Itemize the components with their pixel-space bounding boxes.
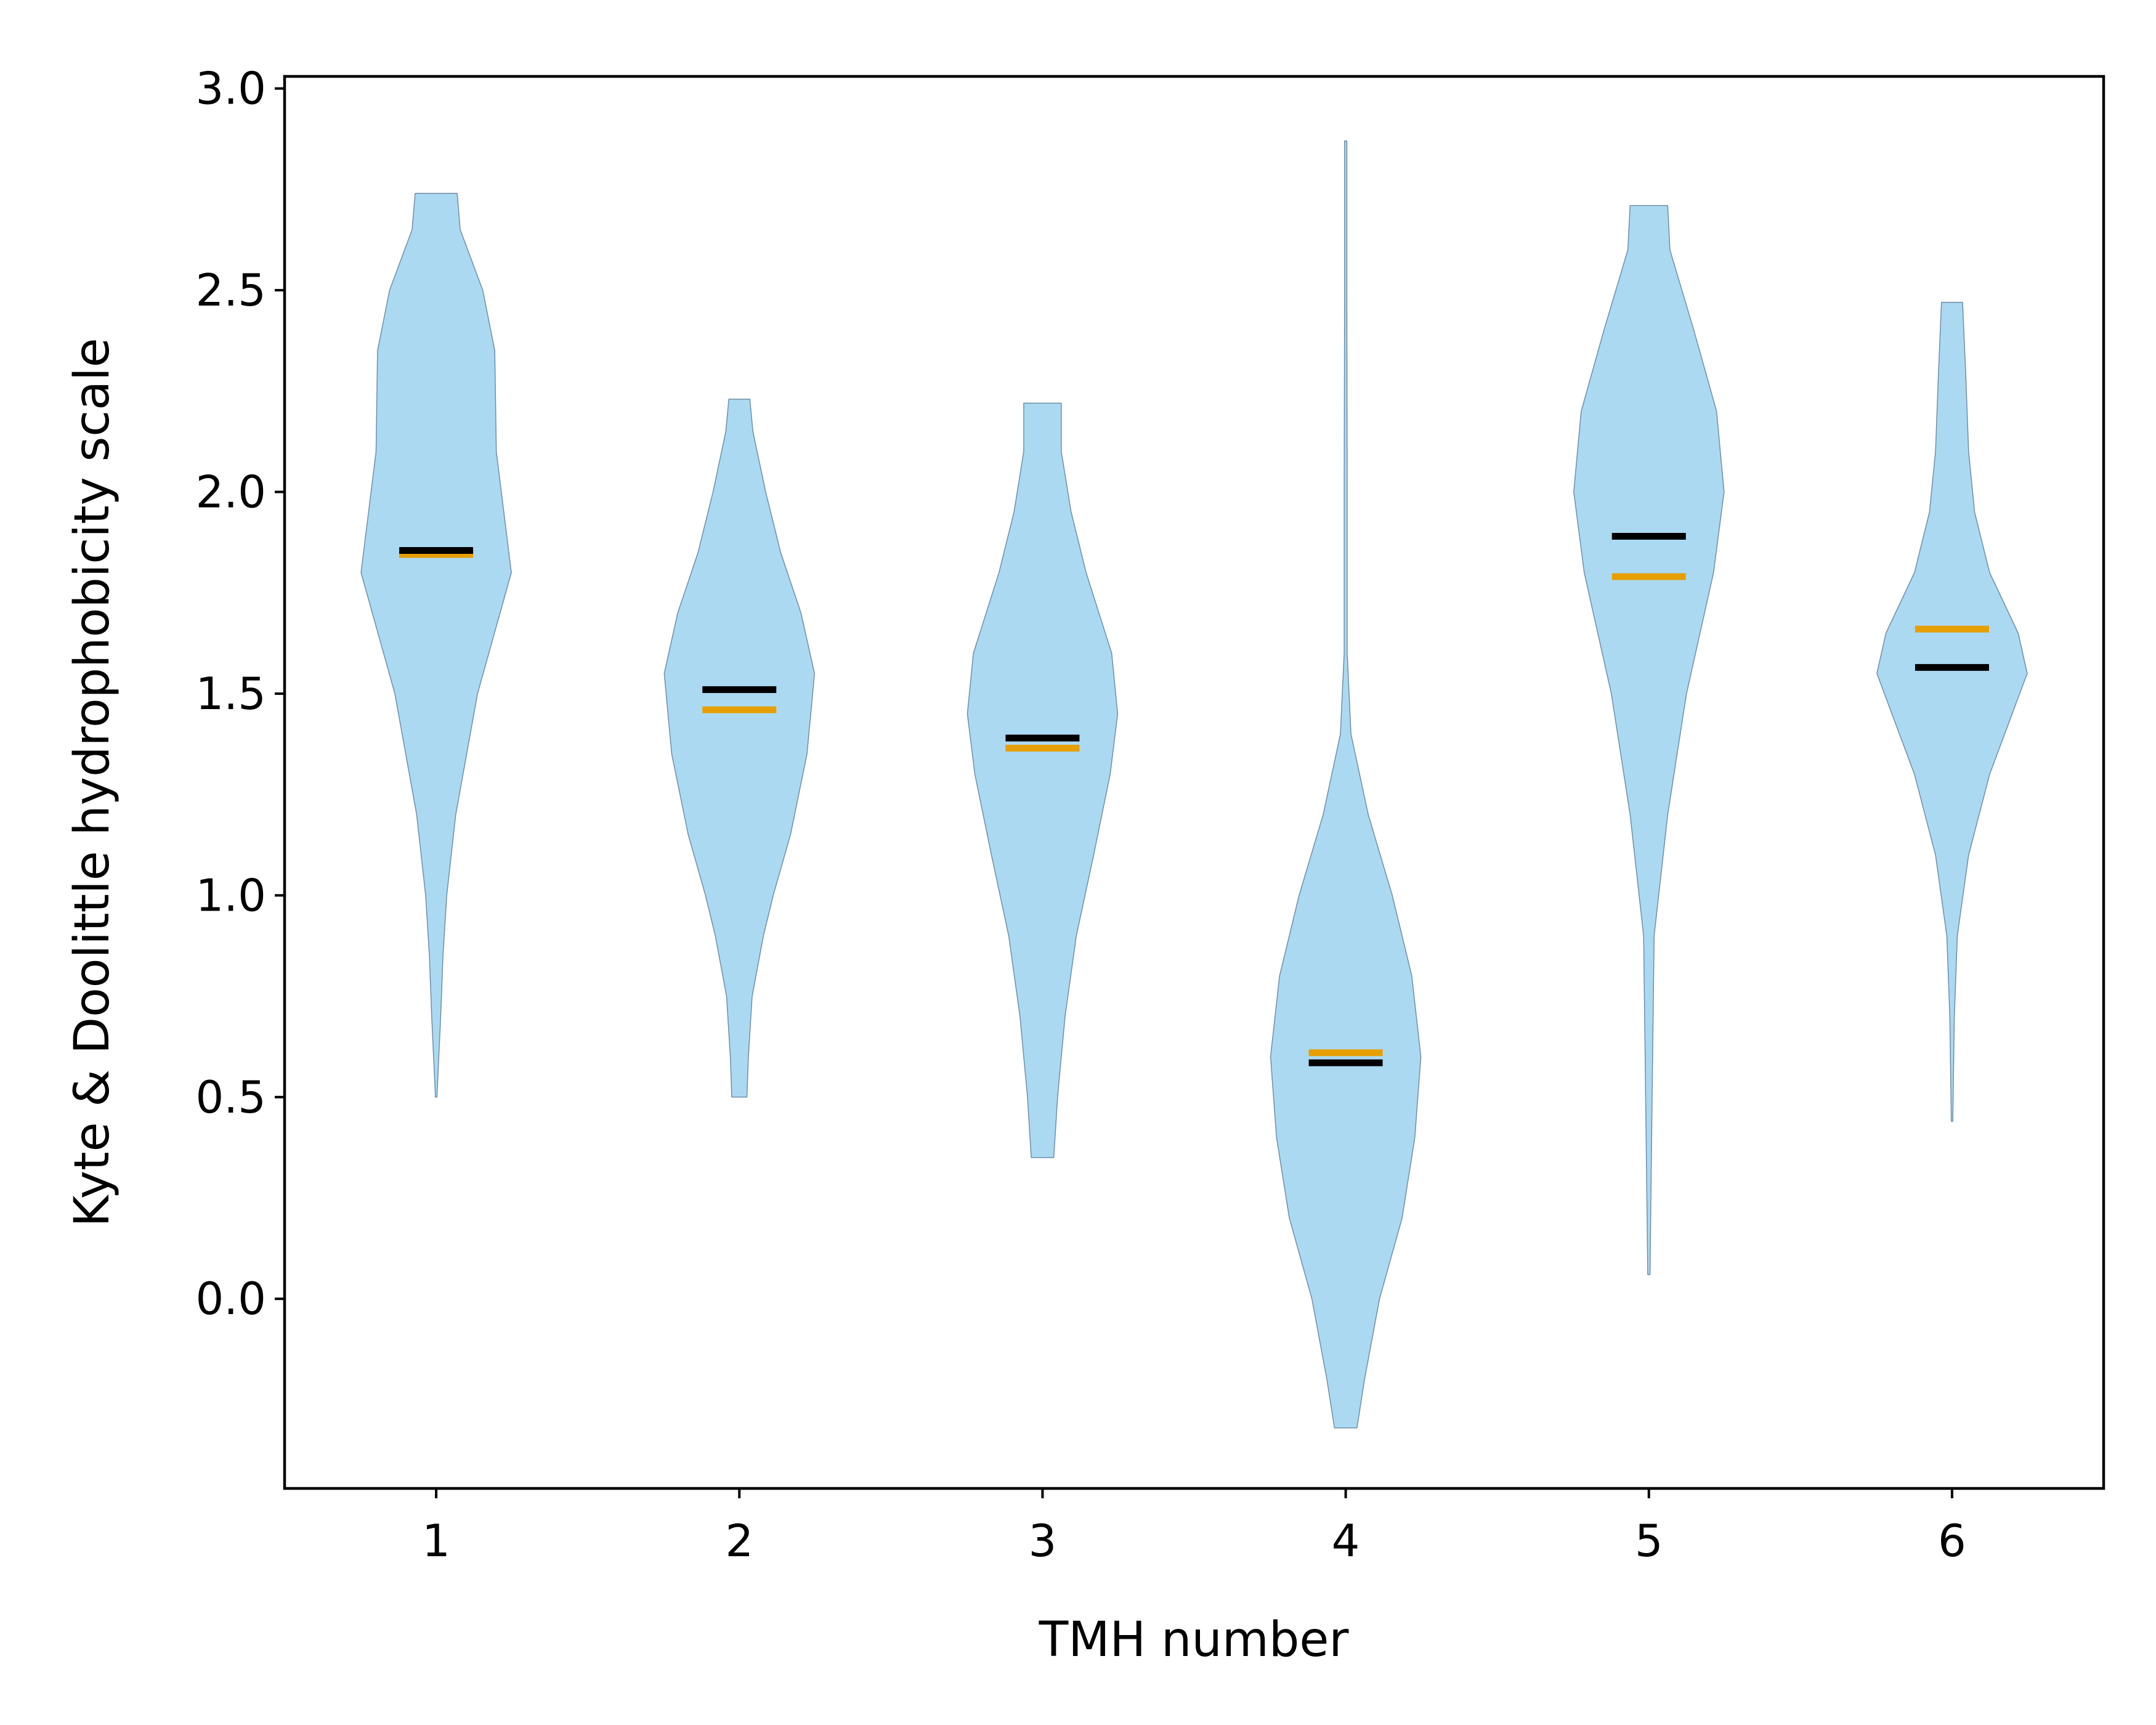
y-tick-label: 3.0 [195,63,266,115]
x-tick-label: 1 [422,1515,450,1567]
y-tick-label: 1.0 [195,869,266,921]
violin-2 [663,399,816,1098]
violin-3 [967,402,1119,1158]
median-markers [399,533,1989,1066]
plot-frame [283,75,2105,1490]
x-tick-label: 3 [1029,1515,1057,1567]
y-tick-label: 2.0 [195,466,266,518]
violin-5 [1573,205,1725,1275]
y-axis-ticks: 0.0 0.5 1.0 1.5 2.0 2.5 3.0 [195,63,285,1325]
x-tick-label: 6 [1938,1515,1966,1567]
x-tick-label: 5 [1635,1515,1663,1567]
violin-1 [360,193,512,1098]
x-tick-label: 4 [1332,1515,1360,1567]
y-tick-label: 2.5 [195,264,266,316]
mean-markers [399,551,1989,1057]
y-tick-label: 0.0 [195,1273,266,1325]
x-axis-ticks: 1 2 3 4 5 6 [422,1488,1966,1567]
y-axis-label: Kyte & Doolittle hydrophobicity scale [65,338,120,1227]
y-tick-label: 1.5 [195,668,266,720]
violin-6 [1876,301,2028,1122]
x-axis-label: TMH number [1039,1612,1350,1668]
violin-4 [1270,140,1422,1429]
violins [360,140,2028,1429]
y-tick-label: 0.5 [195,1071,266,1123]
x-tick-label: 2 [725,1515,753,1567]
